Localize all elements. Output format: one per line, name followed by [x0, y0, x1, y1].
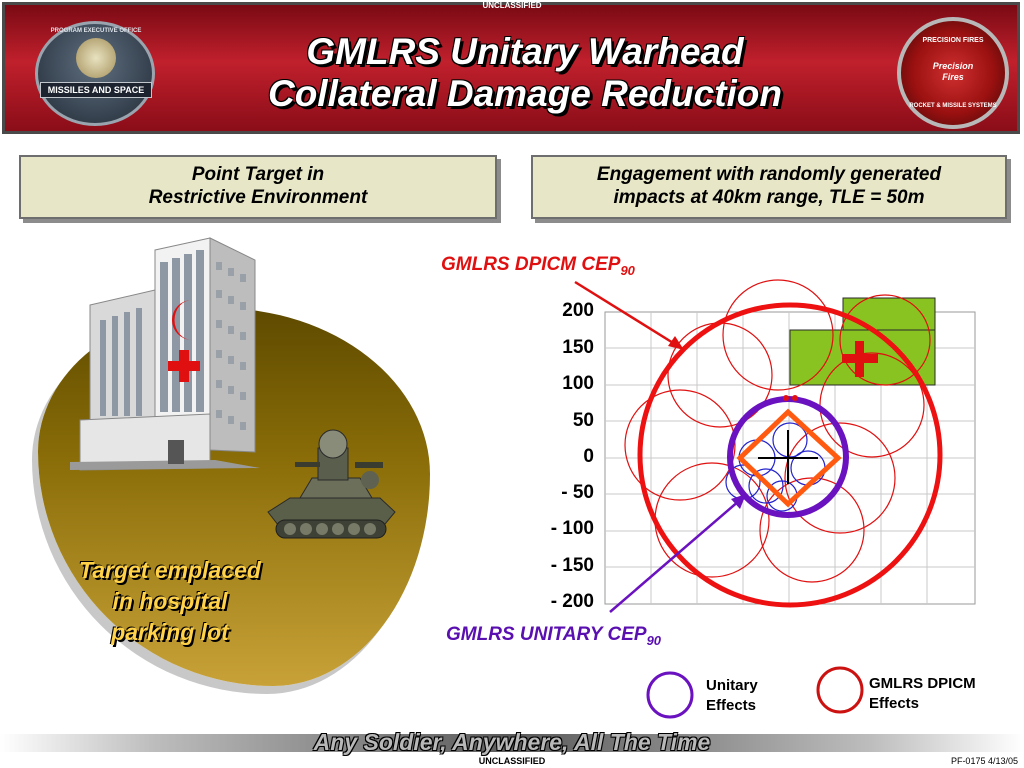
y-tick-label: - 50	[561, 482, 594, 503]
unitary-arrowhead	[731, 494, 746, 509]
peo-emblem	[76, 38, 116, 78]
footer-band	[0, 734, 1024, 752]
dpicm-arrowhead	[668, 336, 684, 350]
unitary-arrow	[609, 499, 741, 613]
y-tick-label: 0	[583, 446, 594, 467]
header-point-target: Point Target in Restrictive Environment	[19, 155, 497, 219]
y-tick-label: 100	[562, 373, 594, 394]
dpicm-cep-label: GMLRS DPICM CEP90	[441, 254, 635, 278]
header-right-line-2: impacts at 40km range, TLE = 50m	[613, 187, 925, 208]
pf-mid-text: Precision Fires	[901, 61, 1005, 83]
legend-unitary-line-2: Effects	[706, 697, 757, 714]
red-cross-icon	[168, 350, 200, 382]
hospital-building-icon	[70, 237, 260, 471]
plot-red-cross-icon	[842, 341, 878, 377]
y-tick-label: 50	[572, 410, 594, 431]
aimpoint-crosshair	[758, 430, 818, 484]
header-left-line-2: Restrictive Environment	[148, 187, 368, 208]
tank-icon	[267, 429, 396, 539]
document-id: PF-0175 4/13/05	[950, 756, 1018, 766]
pf-top-text: PRECISION FIRES	[922, 37, 984, 44]
peo-ring-text: PROGRAM EXECUTIVE OFFICE	[50, 28, 142, 34]
target-diamond	[736, 408, 842, 508]
legend-dpicm-line-2: Effects	[869, 695, 920, 712]
header-engagement: Engagement with randomly generated impac…	[531, 155, 1007, 219]
classification-top: UNCLASSIFIED	[482, 1, 542, 10]
header-right-line-1: Engagement with randomly generated	[596, 164, 942, 185]
title-banner: PROGRAM EXECUTIVE OFFICE MISSILES AND SP…	[2, 2, 1020, 134]
legend-dpicm-label: GMLRS DPICM Effects	[869, 674, 976, 714]
y-tick-label: - 100	[550, 518, 594, 539]
legend-dpicm-line-1: GMLRS DPICM	[869, 675, 976, 692]
classification-bottom: UNCLASSIFIED	[478, 756, 546, 766]
impact-dot	[783, 395, 789, 401]
legend-dpicm-icon	[816, 666, 864, 714]
pf-mid-line-1: Precision	[932, 61, 974, 71]
y-tick-label: 150	[562, 337, 594, 358]
y-tick-label: - 200	[550, 591, 594, 612]
dpicm-label-subscript: 90	[620, 262, 635, 278]
caption-line-3: parking lot	[111, 619, 229, 645]
unitary-label-text: GMLRS UNITARY CEP	[446, 624, 647, 645]
header-left-line-1: Point Target in	[191, 164, 325, 185]
impact-dot	[792, 395, 798, 401]
dpicm-label-text: GMLRS DPICM CEP	[441, 254, 621, 275]
pf-bottom-text: ROCKET & MISSILE SYSTEMS	[909, 103, 997, 109]
title-line-2: Collateral Damage Reduction	[267, 73, 782, 114]
dpicm-cep-ring	[637, 302, 943, 608]
dpicm-arrow	[574, 280, 679, 348]
footer-slogan: Any Soldier, Anywhere, All The Time	[313, 729, 711, 755]
unitary-label-subscript: 90	[646, 632, 662, 648]
legend-unitary-label: Unitary Effects	[706, 676, 758, 716]
legend-unitary-icon	[646, 671, 694, 719]
y-tick-label: - 150	[550, 555, 594, 576]
page-title: GMLRS Unitary Warhead Collateral Damage …	[165, 31, 885, 115]
unitary-cep-label: GMLRS UNITARY CEP90	[446, 624, 661, 648]
y-tick-label: 200	[562, 300, 594, 321]
pf-mid-line-2: Fires	[942, 72, 964, 82]
caption-line-1: Target emplaced	[79, 557, 261, 583]
legend-unitary-line-1: Unitary	[706, 677, 758, 694]
peo-ribbon: MISSILES AND SPACE	[40, 82, 152, 98]
title-line-1: GMLRS Unitary Warhead	[306, 31, 744, 72]
precision-fires-seal-icon: PRECISION FIRES Precision Fires ROCKET &…	[897, 17, 1009, 129]
illustration-caption: Target emplaced in hospital parking lot	[40, 555, 300, 648]
caption-line-2: in hospital	[112, 588, 228, 614]
peo-seal-icon: PROGRAM EXECUTIVE OFFICE MISSILES AND SP…	[35, 21, 155, 126]
